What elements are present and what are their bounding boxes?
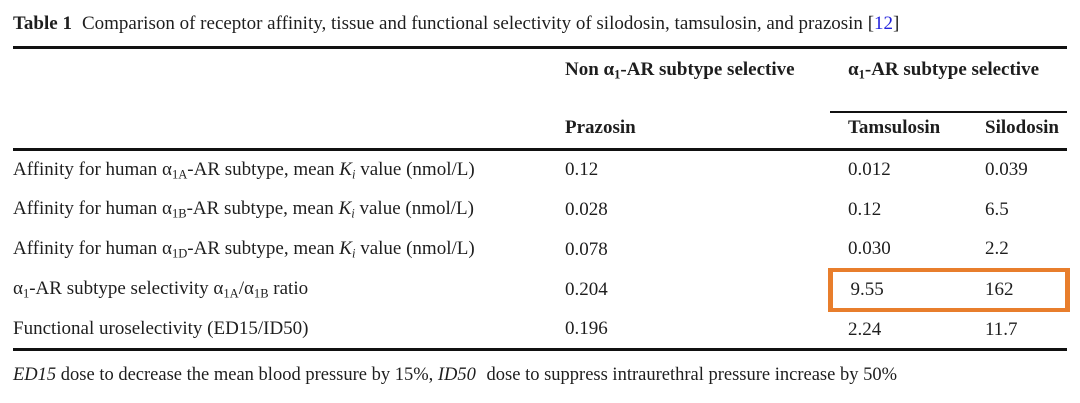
value-cell-prazosin: 0.028 [565,198,608,220]
group-header-non-selective: Non α1-AR subtype selective [565,59,795,82]
value-cell-silodosin: 11.7 [985,318,1018,340]
value-cell-prazosin: 0.12 [565,159,599,181]
value-cell-tamsulosin: 0.030 [848,237,891,259]
value-cell-silodosin: 6.5 [985,198,1009,220]
table-footnote: ED15 dose to decrease the mean blood pre… [13,365,897,385]
row-label: Affinity for human α1A-AR subtype, mean … [13,158,475,182]
group-header-selective: α1-AR subtype selective [830,47,1068,113]
column-header-silodosin: Silodosin [972,111,1068,151]
footnote-term-ed15: ED15 [13,365,57,385]
empty-cell [13,111,565,151]
column-header-row: Prazosin Tamsulosin Silodosin [13,111,1068,151]
value-cell-tamsulosin: 0.12 [848,198,882,220]
table-row-affinity-a1a: Affinity for human α1A-AR subtype, mean … [13,150,1067,190]
column-header-tamsulosin: Tamsulosin [830,111,972,151]
table-row-affinity-a1b: Affinity for human α1B-AR subtype, mean … [13,190,1067,230]
citation-bracket-close: ] [893,13,900,34]
value-cell-silodosin: 0.039 [985,159,1028,181]
column-header-prazosin: Prazosin [565,111,830,151]
table-number: Table 1 [13,13,72,34]
row-label: Affinity for human α1B-AR subtype, mean … [13,197,474,221]
group-header-row: Non α1-AR subtype selective α1-AR subtyp… [13,47,1068,113]
comparison-table: Non α1-AR subtype selective α1-AR subtyp… [13,46,1070,351]
citation-bracket-open: [ [867,13,875,34]
value-cell-tamsulosin: 2.24 [848,318,882,340]
highlighted-value-cell-tamsulosin: 9.55 [827,267,972,312]
empty-cell [13,48,565,112]
caption-text: Comparison of receptor affinity, tissue … [81,13,868,34]
table-caption: Table 1 Comparison of receptor affinity, … [13,10,1067,37]
highlighted-value-cell-silodosin: 162 [972,267,1070,312]
row-label: Affinity for human α1D-AR subtype, mean … [13,237,475,261]
row-label: Functional uroselectivity (ED15/ID50) [13,317,309,339]
value-cell-silodosin: 2.2 [985,237,1009,259]
value-cell-prazosin: 0.204 [565,278,608,300]
value-cell-prazosin: 0.078 [565,238,608,260]
table-row-uroselectivity: Functional uroselectivity (ED15/ID50) 0.… [13,310,1067,350]
table-row-selectivity-ratio: α1-AR subtype selectivity α1A/α1B ratio … [13,267,1070,312]
value-cell-prazosin: 0.196 [565,317,608,339]
table-row-affinity-a1d: Affinity for human α1D-AR subtype, mean … [13,230,1067,270]
footnote-term-id50: ID50 [437,365,476,385]
row-label: α1-AR subtype selectivity α1A/α1B ratio [13,277,309,301]
citation-link[interactable]: 12 [874,13,894,34]
value-cell-tamsulosin: 0.012 [848,159,891,181]
